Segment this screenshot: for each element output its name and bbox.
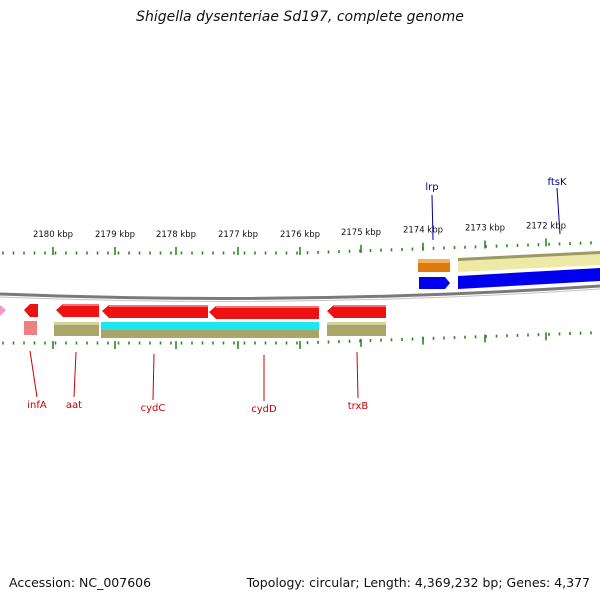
- forward-strand-features: [418, 251, 600, 289]
- gene-label-cydC[interactable]: cydC: [141, 403, 166, 414]
- gene-label-infA[interactable]: infA: [27, 400, 47, 411]
- cydD-gene-arrow[interactable]: [209, 306, 319, 319]
- ruler-tick-label: 2172 kbp: [526, 221, 566, 231]
- cydC-gene-arrow[interactable]: [102, 305, 208, 318]
- genome-summary-label: Topology: circular; Length: 4,369,232 bp…: [246, 575, 590, 590]
- offscreen-gene-stub: [0, 305, 6, 316]
- aat-leader: [73, 351, 77, 398]
- gene-label-aat[interactable]: aat: [66, 400, 82, 411]
- gene-label-lrp[interactable]: lrp: [425, 182, 438, 193]
- trxB-cds-box[interactable]: [327, 322, 386, 336]
- ruler-tick-label: 2175 kbp: [341, 228, 381, 238]
- minor-ticks-bottom: [2, 331, 592, 345]
- infA-leader: [29, 350, 38, 398]
- trxB-gene-arrow[interactable]: [327, 305, 386, 318]
- infA-cds-box[interactable]: [24, 321, 37, 335]
- ruler-tick-label: 2174 kbp: [403, 226, 443, 236]
- reverse-strand-features: [0, 304, 386, 338]
- gene-label-cydD[interactable]: cydD: [251, 404, 277, 415]
- aat-gene-arrow[interactable]: [56, 304, 99, 317]
- gene-label-trxB[interactable]: trxB: [348, 401, 369, 412]
- accession-label: Accession: NC_007606: [9, 575, 152, 590]
- cydCD-cds-cyan[interactable]: [101, 322, 319, 330]
- gene-label-ftsK[interactable]: ftsK: [547, 177, 566, 188]
- genome-backbone: [0, 284, 600, 300]
- ruler-tick-label: 2178 kbp: [156, 230, 196, 240]
- ruler-labels: 2180 kbp 2179 kbp 2178 kbp 2177 kbp 2176 kbp…: [33, 221, 566, 240]
- gene-leader-lines: [29, 187, 561, 401]
- major-ticks: [52, 238, 547, 349]
- map-title: Shigella dysenteriae Sd197, complete gen…: [136, 9, 464, 25]
- minor-ticks-top: [2, 241, 592, 255]
- ruler-tick-label: 2173 kbp: [465, 224, 505, 234]
- gene-labels: infA aat cydC cydD trxB lrp ftsK: [27, 177, 567, 415]
- infA-gene-arrow[interactable]: [24, 304, 38, 317]
- lrp-leader: [431, 194, 434, 241]
- cydC-leader: [152, 353, 155, 401]
- trxB-leader: [356, 351, 359, 399]
- ruler-tick-label: 2179 kbp: [95, 230, 135, 240]
- aat-cds-box[interactable]: [54, 322, 99, 336]
- lrp-gene-arrow[interactable]: [419, 277, 450, 289]
- ftsK-gene-arrow[interactable]: [458, 268, 600, 289]
- ftsK-leader: [556, 187, 561, 235]
- ruler-tick-label: 2180 kbp: [33, 230, 73, 240]
- ruler-tick-label: 2177 kbp: [218, 230, 258, 240]
- ruler-tick-label: 2176 kbp: [280, 230, 320, 240]
